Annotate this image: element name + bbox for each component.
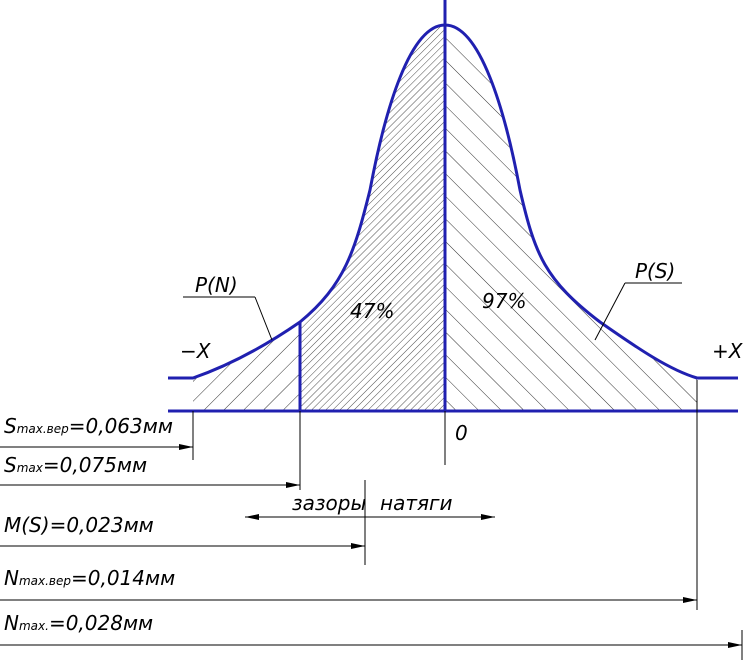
- dimension-label: Smax=0,075мм: [4, 453, 147, 477]
- dimension-text: =0,014мм: [71, 566, 175, 590]
- dimension-symbol: S: [4, 414, 17, 438]
- dimension-symbol: M(S): [4, 513, 50, 537]
- dimension-subscript: max.: [19, 619, 49, 633]
- zone-label: зазоры: [292, 491, 366, 515]
- dimension-symbol: N: [4, 566, 19, 590]
- dimension-text: =0,023мм: [50, 513, 154, 537]
- dimension-subscript: max.вер: [17, 422, 69, 436]
- zone-label: натяги: [380, 491, 453, 515]
- axis-label: +X: [712, 339, 744, 363]
- area-label: 47%: [350, 299, 394, 323]
- axis-label: 0: [455, 421, 468, 445]
- dimension-label: Nmax.=0,028мм: [4, 611, 153, 635]
- lines: [0, 282, 743, 660]
- dimension-symbol: N: [4, 611, 19, 635]
- dimension-label: M(S)=0,023мм: [4, 513, 154, 537]
- curve-label: P(N): [195, 273, 238, 297]
- axis-label: −X: [180, 339, 212, 363]
- dimension-subscript: max: [17, 461, 44, 475]
- curve-label: P(S): [635, 259, 675, 283]
- dimension-subscript: max.вер: [19, 574, 71, 588]
- dimension-label: Nmax.вер=0,014мм: [4, 566, 175, 590]
- dimension-text: =0,063мм: [69, 414, 173, 438]
- hatching: [193, 25, 697, 411]
- dimension-label: Smax.вер=0,063мм: [4, 414, 173, 438]
- curve: [168, 0, 738, 413]
- dimension-symbol: S: [4, 453, 17, 477]
- dimension-text: =0,075мм: [43, 453, 147, 477]
- area-label: 97%: [482, 289, 526, 313]
- dimension-labels: Smax.вер=0,063ммSmax=0,075ммM(S)=0,023мм…: [4, 414, 175, 635]
- dimension-text: =0,028мм: [49, 611, 153, 635]
